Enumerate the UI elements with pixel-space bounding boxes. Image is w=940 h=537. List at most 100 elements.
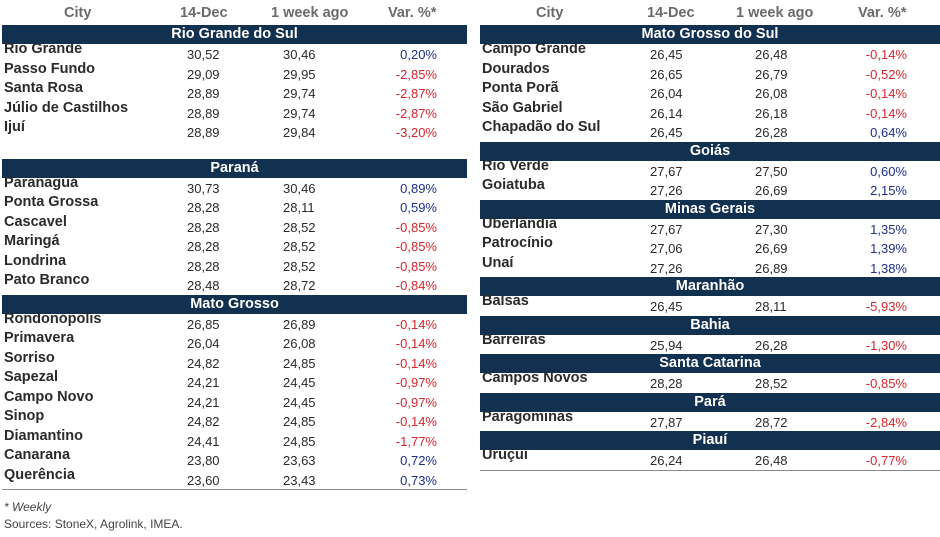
price-week-ago: 29,74 bbox=[283, 86, 316, 101]
price-current: 26,85 bbox=[187, 316, 220, 332]
price-variation: -2,87% bbox=[395, 105, 437, 121]
right-price-table: City 14-Dec 1 week ago Var. %* Mato Gros… bbox=[480, 0, 940, 471]
table-row: Querência 23,60 23,43 0,73% bbox=[2, 467, 467, 490]
header-variation: Var. %* bbox=[388, 5, 437, 21]
state-section-header: Mato Grosso do Sul bbox=[480, 25, 940, 44]
price-current: 23,60 bbox=[187, 472, 220, 488]
price-week-ago: 26,69 bbox=[755, 183, 788, 198]
price-week-ago: 30,46 bbox=[283, 180, 316, 196]
price-week-ago: 28,11 bbox=[283, 200, 315, 215]
table-header: City 14-Dec 1 week ago Var. %* bbox=[480, 0, 940, 25]
footnote: * Weekly bbox=[4, 500, 52, 514]
header-city: City bbox=[64, 5, 92, 21]
table-row: Rio Verde 27,67 27,50 0,60% bbox=[480, 158, 940, 181]
table-row: Rio Grande 30,52 30,46 0,20% bbox=[2, 41, 467, 64]
city-name: Sorriso bbox=[4, 349, 55, 366]
price-variation: -0,85% bbox=[395, 239, 437, 254]
table-row: Patrocínio 27,06 26,69 1,39% bbox=[480, 235, 940, 258]
price-variation: 0,20% bbox=[400, 47, 437, 62]
price-variation: -0,85% bbox=[395, 258, 437, 274]
city-name: Canarana bbox=[4, 447, 71, 463]
table-row: Sinop 24,82 24,85 -0,14% bbox=[2, 408, 467, 431]
price-week-ago: 24,85 bbox=[283, 355, 316, 371]
city-name: Pato Branco bbox=[4, 272, 90, 288]
price-variation: 1,35% bbox=[870, 221, 907, 237]
price-week-ago: 26,48 bbox=[755, 453, 788, 468]
city-name: Cascavel bbox=[4, 213, 67, 230]
table-row: Maringá 28,28 28,52 -0,85% bbox=[2, 233, 467, 256]
price-week-ago: 23,43 bbox=[283, 472, 316, 488]
table-row: Goiatuba 27,26 26,69 2,15% bbox=[480, 177, 940, 200]
price-current: 25,94 bbox=[650, 337, 683, 353]
city-name: Londrina bbox=[4, 252, 67, 269]
state-section-header: Pará bbox=[480, 392, 940, 412]
table-row: Primavera 26,04 26,08 -0,14% bbox=[2, 330, 467, 353]
price-week-ago: 26,79 bbox=[755, 66, 788, 82]
state-section-header: Rio Grande do Sul bbox=[2, 25, 467, 44]
left-price-table: City 14-Dec 1 week ago Var. %* Rio Grand… bbox=[2, 0, 467, 490]
price-current: 26,45 bbox=[650, 299, 683, 314]
city-name: Rondonópolis bbox=[4, 310, 102, 327]
price-variation: 1,38% bbox=[870, 260, 907, 276]
table-row: Barreiras 25,94 26,28 -1,30% bbox=[480, 332, 940, 355]
price-week-ago: 24,85 bbox=[283, 433, 316, 449]
price-week-ago: 27,30 bbox=[755, 221, 788, 237]
table-row: Paragominas 27,87 28,72 -2,84% bbox=[480, 409, 940, 432]
city-name: Uruçuí bbox=[482, 447, 528, 463]
price-week-ago: 26,28 bbox=[755, 125, 788, 140]
city-name: Passo Fundo bbox=[4, 60, 96, 77]
price-current: 26,04 bbox=[650, 86, 683, 101]
city-name: Sinop bbox=[4, 408, 45, 424]
price-week-ago: 26,89 bbox=[755, 260, 788, 276]
price-current: 27,67 bbox=[650, 163, 683, 179]
price-variation: -0,85% bbox=[395, 219, 437, 235]
city-name: Goiatuba bbox=[482, 177, 545, 193]
price-current: 26,65 bbox=[650, 66, 683, 82]
price-variation: -0,14% bbox=[395, 355, 437, 371]
price-current: 28,89 bbox=[187, 86, 220, 101]
price-variation: 0,59% bbox=[400, 200, 437, 215]
price-week-ago: 28,72 bbox=[283, 278, 316, 293]
header-date: 14-Dec bbox=[647, 5, 695, 21]
price-current: 26,24 bbox=[650, 453, 683, 468]
price-week-ago: 26,08 bbox=[755, 86, 788, 101]
price-week-ago: 28,52 bbox=[755, 376, 788, 391]
price-variation: -0,84% bbox=[395, 278, 437, 293]
price-week-ago: 24,45 bbox=[283, 375, 316, 390]
city-name: Paragominas bbox=[482, 408, 574, 425]
city-name: Dourados bbox=[482, 60, 550, 77]
city-name: Campo Grande bbox=[482, 41, 586, 57]
table-row: Ponta Porã 26,04 26,08 -0,14% bbox=[480, 80, 940, 103]
header-date: 14-Dec bbox=[180, 5, 228, 21]
table-row: Cascavel 28,28 28,52 -0,85% bbox=[2, 214, 467, 237]
price-week-ago: 26,69 bbox=[755, 241, 788, 256]
table-row: Santa Rosa 28,89 29,74 -2,87% bbox=[2, 80, 467, 103]
city-name: Santa Rosa bbox=[4, 80, 83, 96]
price-current: 28,48 bbox=[187, 278, 220, 293]
price-week-ago: 26,89 bbox=[283, 316, 316, 332]
price-current: 27,06 bbox=[650, 241, 683, 256]
price-variation: 0,89% bbox=[400, 180, 437, 196]
left-table-body: Rio Grande do Sul Rio Grande 30,52 30,46 0,2… bbox=[2, 25, 467, 490]
table-row: Sorriso 24,82 24,85 -0,14% bbox=[2, 350, 467, 373]
price-current: 28,28 bbox=[187, 239, 220, 254]
header-variation: Var. %* bbox=[858, 5, 907, 21]
price-current: 27,87 bbox=[650, 414, 683, 430]
city-name: Querência bbox=[4, 466, 75, 483]
table-row: Chapadão do Sul 26,45 26,28 0,64% bbox=[480, 119, 940, 142]
city-name: Uberlândia bbox=[482, 215, 557, 232]
city-name: Primavera bbox=[4, 330, 75, 346]
price-variation: -0,14% bbox=[865, 105, 907, 121]
price-week-ago: 29,84 bbox=[283, 125, 316, 140]
city-name: Unaí bbox=[482, 254, 514, 271]
price-variation: 0,72% bbox=[400, 453, 437, 468]
table-row: Júlio de Castilhos 28,89 29,74 -2,87% bbox=[2, 100, 467, 123]
table-row: Balsas 26,45 28,11 -5,93% bbox=[480, 293, 940, 316]
price-current: 26,04 bbox=[187, 336, 220, 351]
price-variation: -3,20% bbox=[395, 125, 437, 140]
table-bottom-rule bbox=[2, 489, 467, 490]
city-name: Ponta Grossa bbox=[4, 194, 99, 210]
price-variation: -0,14% bbox=[395, 316, 437, 332]
price-current: 26,45 bbox=[650, 125, 683, 140]
state-section-header: Piauí bbox=[480, 431, 940, 450]
